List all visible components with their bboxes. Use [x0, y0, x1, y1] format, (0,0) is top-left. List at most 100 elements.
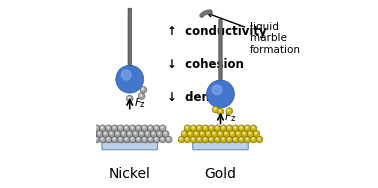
- Circle shape: [190, 125, 197, 132]
- Circle shape: [121, 70, 131, 80]
- Text: liquid
marble
formation: liquid marble formation: [208, 13, 301, 55]
- Text: z: z: [231, 114, 235, 123]
- Circle shape: [155, 126, 157, 128]
- Circle shape: [128, 97, 130, 99]
- Circle shape: [234, 126, 236, 128]
- Circle shape: [223, 130, 230, 137]
- Circle shape: [118, 136, 124, 143]
- Circle shape: [161, 138, 163, 140]
- Circle shape: [238, 136, 245, 143]
- Circle shape: [141, 136, 148, 143]
- Circle shape: [104, 132, 106, 134]
- Circle shape: [199, 130, 206, 137]
- Circle shape: [229, 130, 236, 137]
- Circle shape: [119, 138, 121, 140]
- Circle shape: [252, 138, 254, 140]
- Circle shape: [204, 138, 206, 140]
- Circle shape: [192, 138, 194, 140]
- Circle shape: [214, 125, 221, 132]
- Circle shape: [195, 132, 197, 134]
- Circle shape: [89, 138, 91, 140]
- Circle shape: [181, 130, 188, 137]
- Text: ↓  density: ↓ density: [167, 91, 234, 104]
- Circle shape: [178, 136, 185, 143]
- Circle shape: [228, 126, 230, 128]
- FancyBboxPatch shape: [219, 19, 222, 85]
- Circle shape: [105, 125, 112, 132]
- Circle shape: [138, 93, 145, 99]
- Circle shape: [196, 136, 203, 143]
- FancyBboxPatch shape: [128, 8, 132, 70]
- Circle shape: [186, 138, 188, 140]
- Circle shape: [87, 136, 94, 143]
- Circle shape: [137, 138, 139, 140]
- Circle shape: [112, 136, 118, 143]
- Text: F: F: [134, 98, 141, 108]
- Circle shape: [219, 132, 221, 134]
- Circle shape: [123, 136, 130, 143]
- Circle shape: [98, 132, 100, 134]
- Circle shape: [115, 130, 121, 137]
- Circle shape: [149, 138, 151, 140]
- Circle shape: [95, 126, 97, 128]
- Circle shape: [167, 138, 169, 140]
- Circle shape: [252, 126, 254, 128]
- Circle shape: [212, 85, 222, 95]
- Circle shape: [244, 125, 251, 132]
- Circle shape: [217, 130, 224, 137]
- Circle shape: [113, 138, 115, 140]
- Circle shape: [192, 126, 194, 128]
- Circle shape: [160, 136, 166, 143]
- Text: F: F: [225, 112, 231, 122]
- Circle shape: [190, 136, 197, 143]
- FancyBboxPatch shape: [193, 142, 248, 150]
- Circle shape: [140, 132, 142, 134]
- Circle shape: [202, 125, 209, 132]
- Circle shape: [250, 136, 257, 143]
- Circle shape: [222, 126, 224, 128]
- Circle shape: [140, 94, 142, 96]
- Circle shape: [184, 136, 191, 143]
- Circle shape: [143, 138, 145, 140]
- Circle shape: [144, 130, 151, 137]
- Circle shape: [231, 132, 233, 134]
- Circle shape: [149, 126, 151, 128]
- Circle shape: [119, 126, 121, 128]
- Circle shape: [216, 138, 218, 140]
- Text: Gold: Gold: [204, 167, 237, 181]
- Circle shape: [158, 132, 160, 134]
- Circle shape: [135, 125, 142, 132]
- Circle shape: [196, 125, 203, 132]
- Circle shape: [241, 130, 248, 137]
- Circle shape: [131, 126, 133, 128]
- Circle shape: [184, 125, 191, 132]
- Circle shape: [146, 132, 148, 134]
- Circle shape: [208, 125, 215, 132]
- Circle shape: [244, 136, 251, 143]
- Circle shape: [164, 132, 166, 134]
- Circle shape: [180, 138, 182, 140]
- Circle shape: [256, 136, 263, 143]
- Circle shape: [126, 95, 133, 102]
- Circle shape: [101, 138, 103, 140]
- Circle shape: [204, 126, 206, 128]
- Circle shape: [160, 125, 166, 132]
- Circle shape: [135, 136, 142, 143]
- Circle shape: [131, 138, 133, 140]
- Circle shape: [147, 125, 154, 132]
- Circle shape: [237, 132, 239, 134]
- Circle shape: [207, 132, 209, 134]
- Circle shape: [258, 138, 260, 140]
- Circle shape: [140, 86, 147, 93]
- Circle shape: [134, 132, 136, 134]
- Circle shape: [99, 136, 106, 143]
- Circle shape: [208, 136, 215, 143]
- Circle shape: [250, 125, 257, 132]
- Circle shape: [193, 130, 200, 137]
- Circle shape: [225, 132, 227, 134]
- Circle shape: [228, 109, 229, 111]
- Circle shape: [212, 106, 219, 113]
- Circle shape: [90, 130, 97, 137]
- Circle shape: [220, 136, 227, 143]
- Circle shape: [255, 132, 257, 134]
